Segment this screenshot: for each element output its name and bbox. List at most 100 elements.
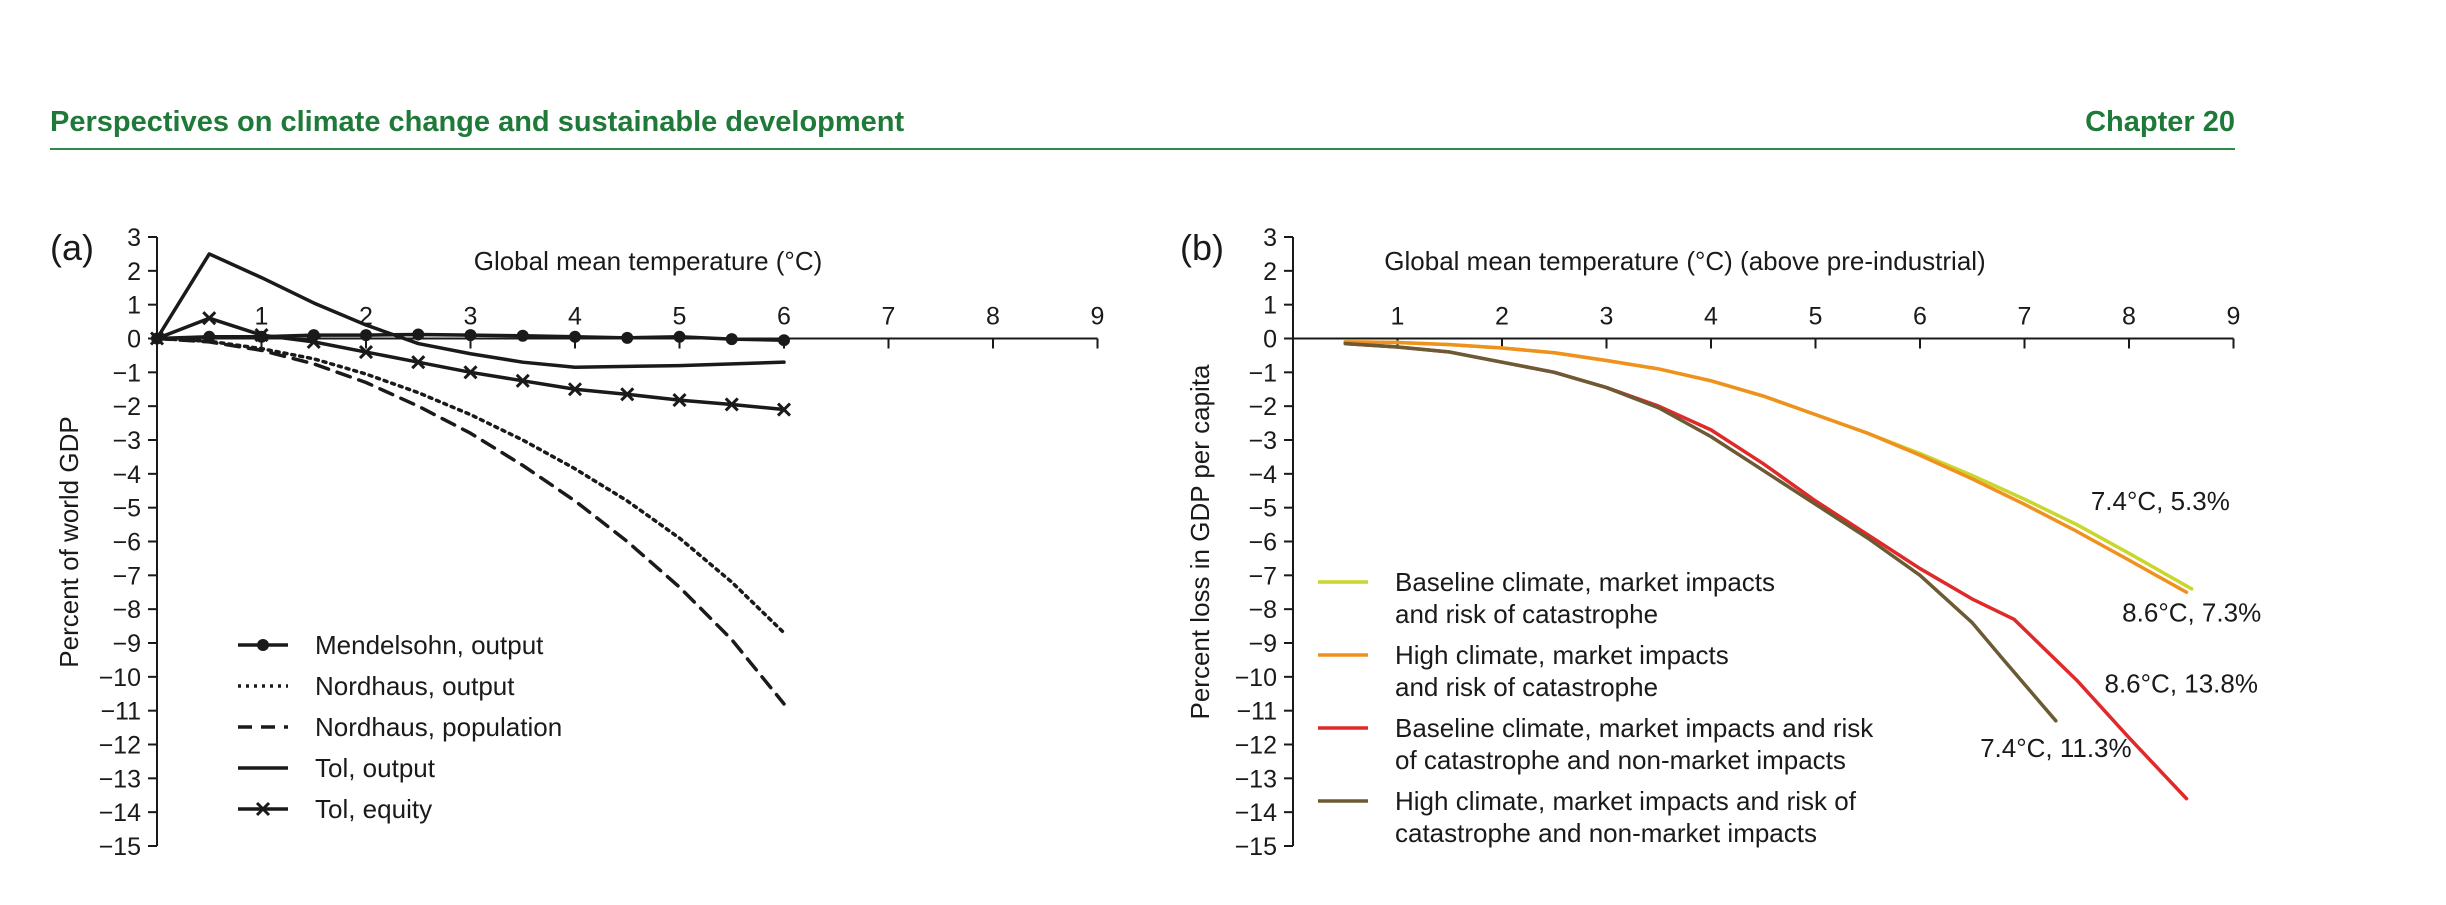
x-tick-label: 5 [1809,303,1823,331]
legend-entry: High climate, market impacts and risk of… [1318,786,1857,848]
x-tick-label: 9 [1091,303,1105,331]
data-point-dot [621,331,634,344]
data-point-x [515,373,530,388]
legend-label-line: Baseline climate, market impacts [1395,567,1775,597]
data-point-x [358,344,374,360]
x-tick-label: 1 [1391,303,1405,331]
legend-label-line: catastrophe and non-market impacts [1395,818,1817,848]
data-annotation: 7.4°C, 5.3% [2091,486,2230,516]
y-tick-label: −5 [1248,495,1277,523]
legend-label-line: High climate, market impacts and risk of [1395,786,1857,816]
y-tick-label: −6 [1248,529,1277,557]
x-tick-label: 8 [2122,303,2136,331]
data-point-x [724,397,739,412]
y-tick-label: 0 [127,326,141,354]
data-point-x [463,365,478,380]
data-point-x [567,382,583,397]
data-point-dot [464,329,477,342]
y-tick-label: −4 [1248,461,1277,489]
y-tick-label: −9 [112,630,141,658]
legend-label-line: and risk of catastrophe [1395,672,1658,702]
y-tick-label: −6 [112,529,141,557]
data-point-x [672,393,687,408]
x-marker-stroke [149,331,165,346]
data-point-dot [725,333,738,346]
x-tick-label: 7 [882,303,896,331]
legend-entry: Tol, equity [238,794,432,824]
y-tick-label: −4 [112,461,141,489]
y-tick-label: −7 [1248,562,1277,590]
y-tick-label: 3 [1263,224,1277,252]
x-marker-stroke [515,373,530,388]
legend-marker-dot [257,639,269,651]
panel-label: (a) [50,227,94,268]
series-line [155,252,786,370]
legend-label-line: Baseline climate, market impacts and ris… [1395,713,1874,743]
series-line [155,336,786,635]
x-tick-label: 3 [1600,303,1614,331]
legend-entry: Nordhaus, output [238,671,515,701]
data-point-x [202,311,217,326]
data-annotation: 8.6°C, 13.8% [2105,669,2259,699]
panel-a: (a) 3 2 1 0 −1 −2 −3 −4 −5 −6 −7 −8 −9 −10 −11 −12 −13 −14… [50,224,1104,861]
x-marker-stroke [620,387,635,402]
y-tick-label: 1 [1263,292,1277,320]
x-tick-label: 7 [2018,303,2032,331]
legend-marker-x [255,801,271,817]
y-tick-label: −2 [112,393,141,421]
y-tick-label: 1 [127,292,141,320]
y-tick-label: −3 [112,427,141,455]
x-axis-title: Global mean temperature (°C) (above pre-… [1384,246,1985,276]
legend-label-line: of catastrophe and non-market impacts [1395,745,1846,775]
y-tick-label: −13 [1235,765,1277,793]
legend-label: Mendelsohn, output [315,630,544,660]
legend-label: Tol, equity [315,794,432,824]
series-line [1343,340,2189,594]
series-line [1343,341,2058,723]
x-tick-label: 5 [673,303,687,331]
data-point-dot [360,329,372,342]
y-axis-title: Percent loss in GDP per capita [1185,364,1215,720]
y-tick-label: 0 [1263,326,1277,354]
y-tick-label: −9 [1248,630,1277,658]
y-tick-label: −14 [99,799,142,827]
legend-label-line: and risk of catastrophe [1395,599,1658,629]
y-tick-label: −7 [112,562,141,590]
x-marker-stroke [202,311,217,326]
running-header-chapter: Chapter 20 [2085,106,2235,138]
x-tick-label: 8 [986,303,1000,331]
data-point-x [306,334,321,349]
data-point-x [620,387,635,402]
legend-entry: Nordhaus, population [238,712,562,742]
y-tick-label: −10 [99,664,141,692]
data-point-x [149,331,165,346]
data-point-dot [673,330,686,343]
y-tick-label: −11 [1236,698,1277,726]
running-header-title: Perspectives on climate change and susta… [50,106,905,138]
y-tick-label: −1 [112,359,141,387]
y-tick-label: −13 [99,765,141,793]
y-tick-label: −12 [1235,732,1277,760]
y-tick-label: 3 [127,224,141,252]
x-tick-label: 3 [464,303,478,331]
x-marker-stroke [567,382,583,397]
legend-label-line: High climate, market impacts [1395,640,1729,670]
y-tick-label: 2 [127,258,141,286]
data-point-dot [569,330,581,343]
legend-label: Tol, output [315,753,436,783]
data-point-dot [412,328,425,341]
y-tick-label: −3 [1248,427,1277,455]
y-tick-label: −15 [1235,833,1277,861]
data-point-dot [516,329,529,342]
x-marker-stroke [306,334,321,349]
y-tick-label: −11 [100,698,141,726]
data-point-x [776,402,792,417]
legend-label: Nordhaus, output [315,671,515,701]
legend-entry: Baseline climate, market impacts and ris… [1318,713,1874,775]
x-tick-label: 4 [568,303,582,331]
x-tick-label: 2 [1495,303,1509,331]
y-tick-label: −5 [112,495,141,523]
